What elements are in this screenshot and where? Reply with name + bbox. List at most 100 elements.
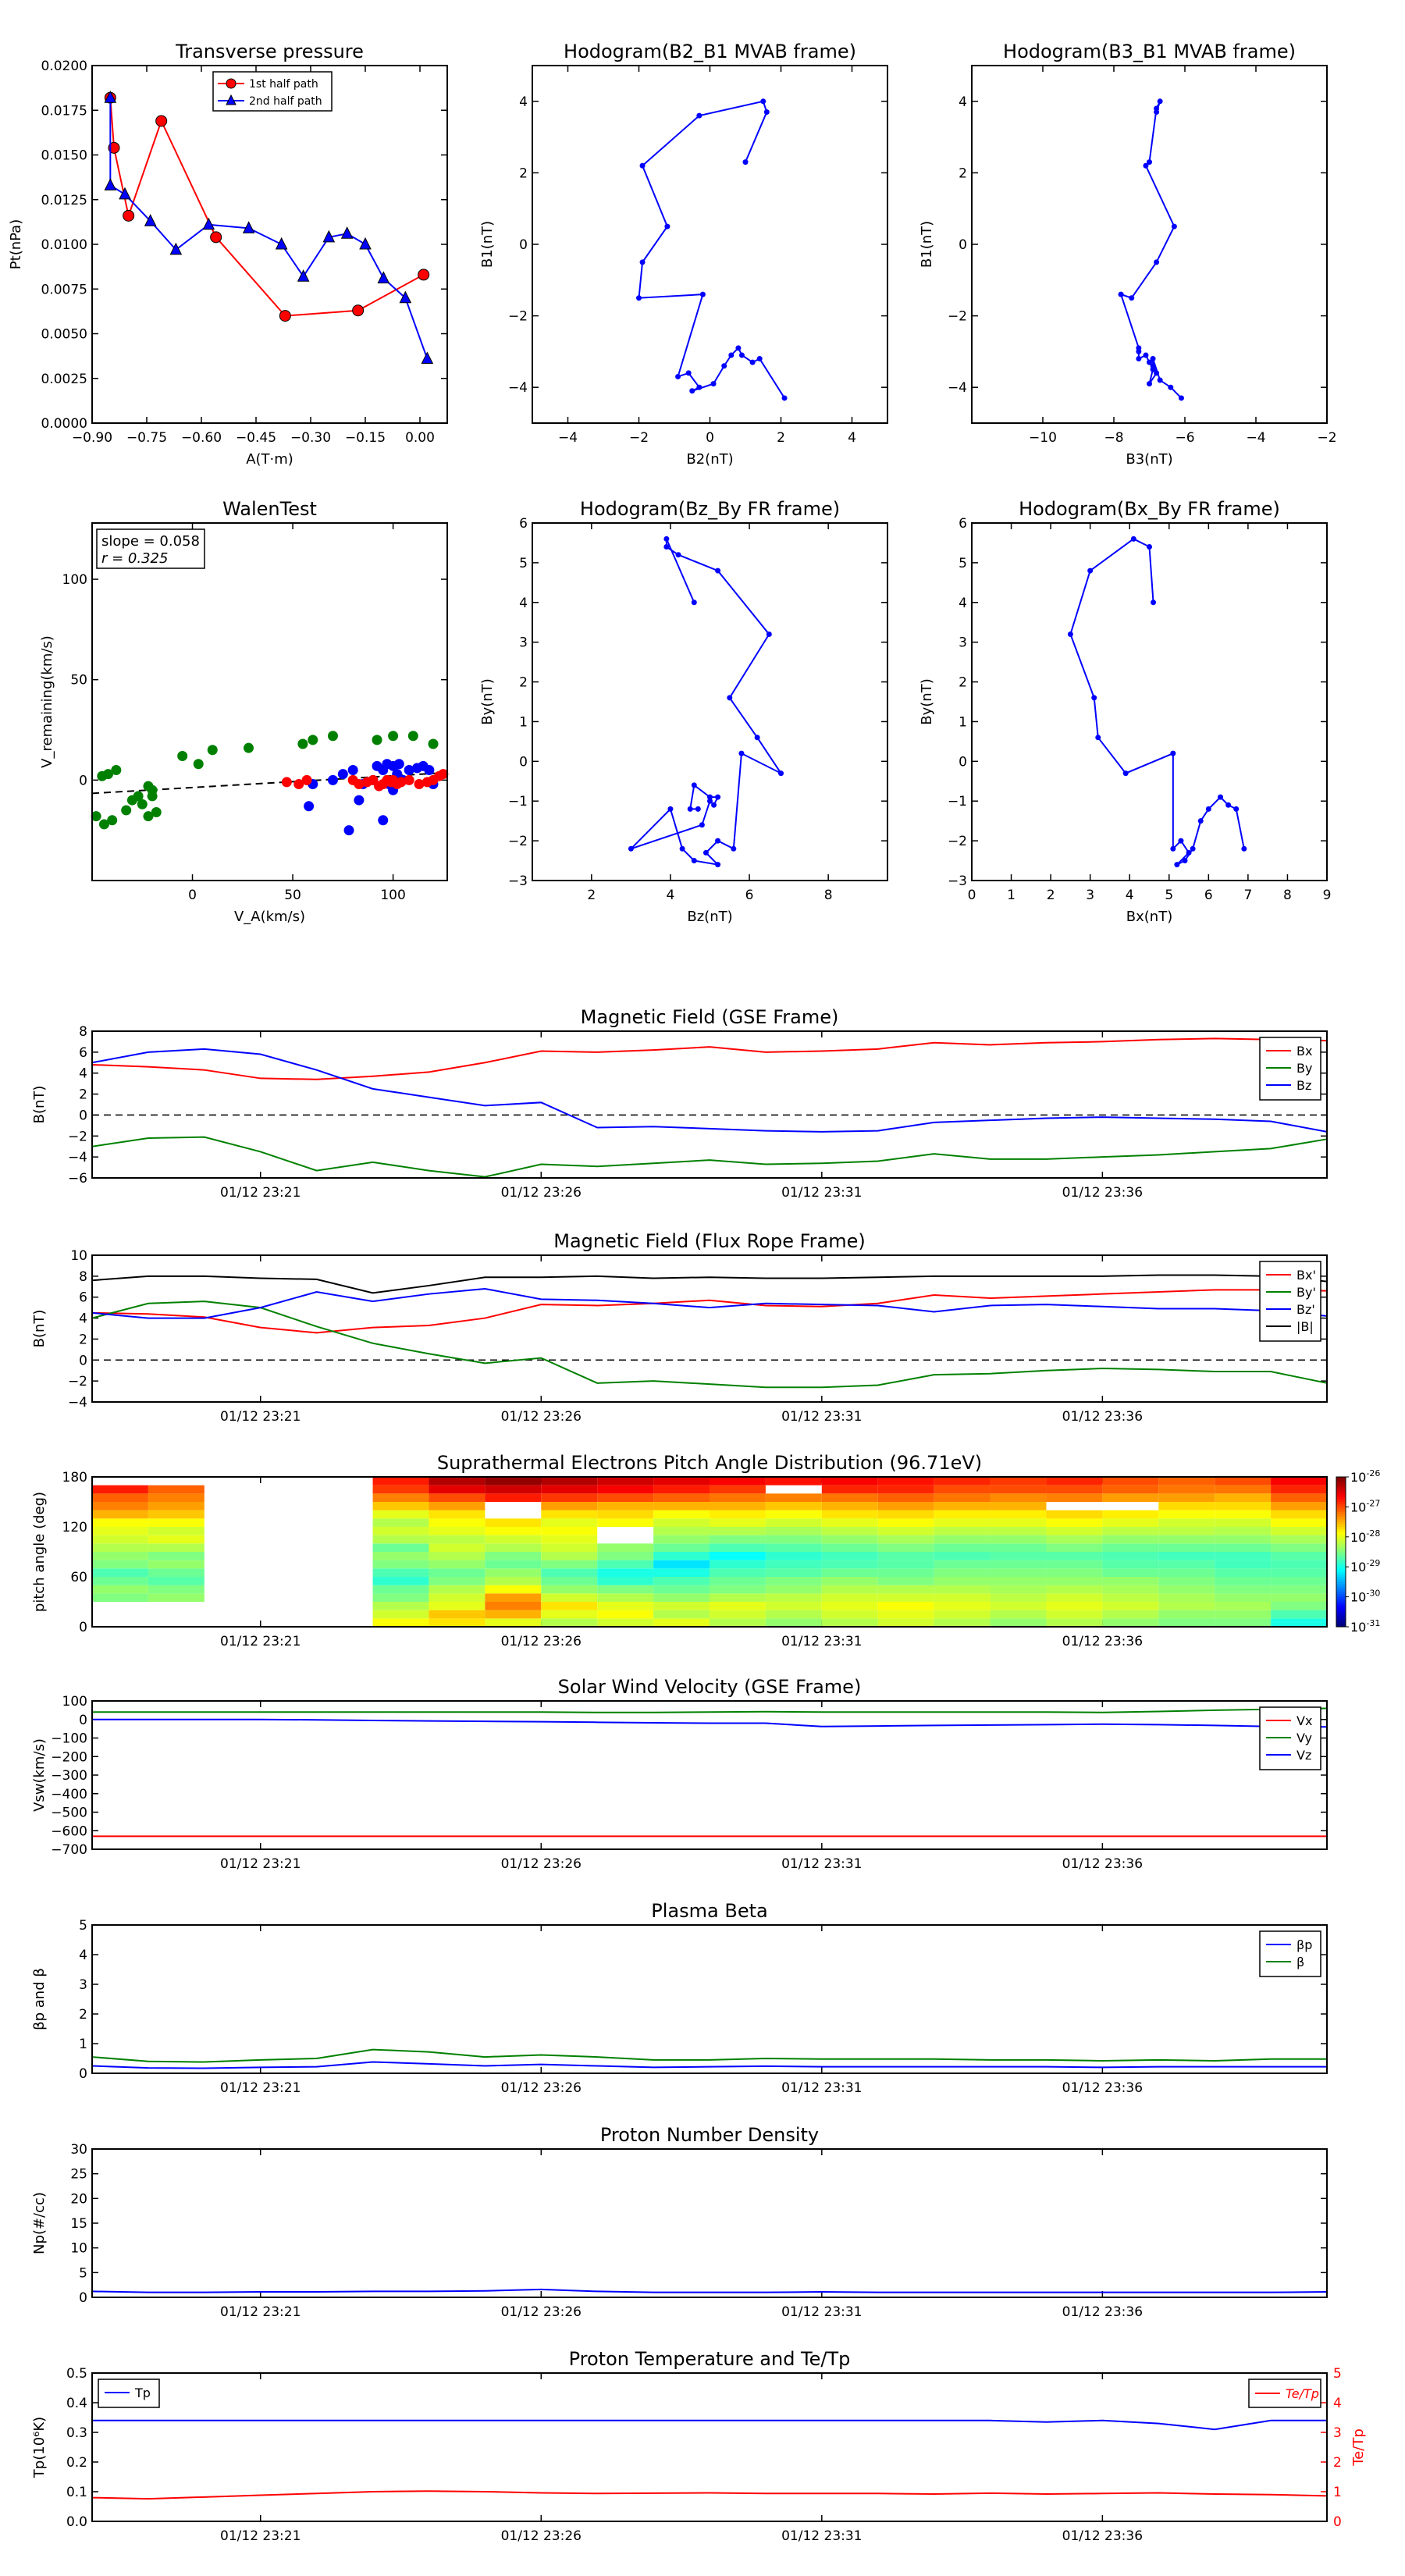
y-tick-label: −2 [508, 834, 528, 849]
heatmap-cell [92, 1527, 148, 1535]
heatmap-cell [765, 1585, 822, 1594]
hodogram-point [1218, 794, 1223, 800]
hodogram-point [1087, 568, 1094, 574]
heatmap-cell [429, 1485, 486, 1494]
heatmap-cell [541, 1510, 598, 1519]
heatmap-cell [710, 1568, 766, 1577]
heatmap-cell [148, 1552, 205, 1560]
scatter-point [347, 764, 358, 775]
heatmap-cell [821, 1568, 878, 1577]
heatmap-cell [597, 1593, 654, 1602]
heatmap-cell [92, 1543, 148, 1552]
x-tick-label: 01/12 23:31 [781, 1185, 862, 1201]
heatmap-cell [877, 1535, 934, 1544]
scatter-point [327, 774, 338, 785]
heatmap-cell [934, 1543, 991, 1552]
y-tick-label: 10 [70, 2241, 87, 2257]
y-tick-label: −4 [68, 1395, 87, 1411]
chart-title: Solar Wind Velocity (GSE Frame) [558, 1676, 862, 1698]
hodogram-point [702, 849, 709, 856]
hodogram-point [695, 806, 701, 812]
hodogram-point [760, 98, 767, 105]
heatmap-cell [1271, 1535, 1327, 1544]
scatter-point [372, 735, 382, 745]
y-tick-label: −500 [51, 1806, 87, 1821]
colorbar-segment [1336, 1594, 1346, 1598]
heatmap-cell [1046, 1618, 1103, 1627]
heatmap-cell [1046, 1577, 1103, 1585]
heatmap-cell [1158, 1518, 1215, 1527]
heatmap-cell [1158, 1477, 1215, 1485]
series-line-0 [91, 2288, 1328, 2293]
hodogram-point [636, 295, 642, 301]
heatmap-cell [877, 1543, 934, 1552]
y-tick-label: 6 [519, 516, 528, 532]
y-tick-label: 100 [62, 572, 87, 588]
scatter-point [301, 774, 312, 785]
chart-proton_density: Proton Number Density 01/12 23:21 01/12 23… [31, 2124, 1328, 2320]
heatmap-cell [429, 1510, 486, 1519]
scatter-point [404, 764, 414, 775]
heatmap-cell [990, 1610, 1047, 1619]
x-axis-label: B2(nT) [686, 451, 733, 468]
x-tick-label: 8 [824, 888, 833, 903]
y-tick-label: 3 [959, 635, 967, 651]
heatmap-cell [1215, 1602, 1272, 1610]
y-tick-label: 2 [959, 675, 967, 691]
heatmap-cell [990, 1577, 1047, 1585]
heatmap-cell [877, 1527, 934, 1535]
heatmap-cell [1215, 1477, 1272, 1485]
heatmap-cell [653, 1502, 710, 1510]
heatmap-cell [541, 1518, 598, 1527]
y-tick-label: 0.0150 [41, 148, 87, 164]
colorbar-segment [1336, 1586, 1346, 1590]
heatmap-cell [372, 1560, 429, 1569]
colorbar-segment [1336, 1484, 1346, 1488]
heatmap-cell [1271, 1585, 1327, 1594]
chart-title: Proton Temperature and Te/Tp [569, 2348, 851, 2370]
colorbar-exponent: -31 [1366, 1618, 1380, 1628]
y-tick-label: 2 [79, 2007, 87, 2023]
heatmap-cell [1215, 1577, 1272, 1585]
heatmap-cell [653, 1493, 710, 1502]
hodogram-point [639, 259, 646, 265]
chart-title: Magnetic Field (Flux Rope Frame) [553, 1230, 865, 1252]
heatmap-cell [877, 1477, 934, 1485]
hodogram-point [1147, 381, 1152, 387]
heatmap-cell [148, 1585, 205, 1594]
y-tick-label: 120 [62, 1520, 87, 1535]
y-right-axis-label: Te/Tp [1350, 2428, 1367, 2467]
data-point-triangle [399, 290, 412, 304]
heatmap-cell [934, 1518, 991, 1527]
data-point-circle [352, 304, 365, 317]
hodogram-point [1150, 366, 1156, 372]
heatmap-cell [1271, 1493, 1327, 1502]
scatter-point [378, 815, 389, 826]
x-tick-label: −0.45 [236, 430, 276, 446]
heatmap-cell [990, 1593, 1047, 1602]
x-tick-label: 2 [1047, 888, 1055, 903]
y-tick-label: 5 [79, 1918, 87, 1934]
data-point-triangle [340, 226, 354, 239]
colorbar-segment [1336, 1519, 1346, 1523]
colorbar-exponent: -28 [1366, 1528, 1380, 1539]
hodogram-point [1143, 162, 1149, 169]
hodogram-point [696, 384, 702, 390]
scatter-point [143, 811, 154, 822]
heatmap-cell [1158, 1602, 1215, 1610]
y-axis-label: Tp(10⁶K) [31, 2417, 48, 2478]
hodogram-point [1067, 631, 1073, 637]
chart-magnetic_field_fr: Magnetic Field (Flux Rope Frame) 01/12 23… [31, 1230, 1328, 1425]
heatmap-cell [877, 1577, 934, 1585]
heatmap-cell [877, 1593, 934, 1602]
colorbar-segment [1336, 1492, 1346, 1495]
x-tick-label: 01/12 23:26 [501, 1409, 582, 1425]
y-tick-label: 10 [70, 1248, 87, 1264]
heatmap-cell [92, 1577, 148, 1585]
heatmap-cell [1271, 1518, 1327, 1527]
scatter-point [354, 795, 365, 806]
x-tick-label: 01/12 23:26 [501, 1856, 582, 1872]
plot-border [532, 522, 888, 881]
x-tick-label: 8 [1283, 888, 1292, 903]
heatmap-cell [990, 1568, 1047, 1577]
